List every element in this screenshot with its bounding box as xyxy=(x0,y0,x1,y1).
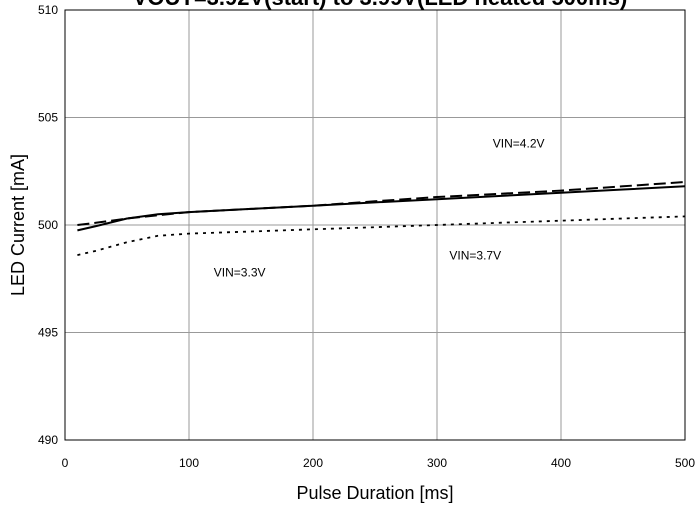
y-tick-label: 510 xyxy=(38,3,58,17)
y-tick-label: 500 xyxy=(38,218,58,232)
y-tick-label: 505 xyxy=(38,111,58,125)
series-line-solid xyxy=(77,185,686,232)
series-line-dotted xyxy=(77,215,686,256)
grid-lines xyxy=(65,10,685,440)
y-tick-label: 495 xyxy=(38,326,58,340)
x-tick-label: 400 xyxy=(551,456,571,470)
x-tick-label: 200 xyxy=(303,456,323,470)
y-axis-label: LED Current [mA] xyxy=(8,154,28,296)
series-annotation: VIN=4.2V xyxy=(493,137,545,151)
series-line-dashed xyxy=(77,181,686,226)
series-annotation: VIN=3.3V xyxy=(214,266,266,280)
x-tick-label: 300 xyxy=(427,456,447,470)
data-series xyxy=(77,181,686,256)
x-axis-label: Pulse Duration [ms] xyxy=(296,483,453,503)
y-tick-label: 490 xyxy=(38,433,58,447)
annotations: VIN=4.2V VIN=3.3V VIN=3.7V xyxy=(214,137,545,280)
x-tick-label: 500 xyxy=(675,456,695,470)
x-tick-label: 100 xyxy=(179,456,199,470)
chart-title: VOUT=3.92V(start) to 3.99V(LED heated 50… xyxy=(133,0,628,10)
x-tick-label: 0 xyxy=(62,456,69,470)
plot-frame xyxy=(64,9,686,441)
series-annotation: VIN=3.7V xyxy=(449,248,501,262)
tick-labels: 0 100 200 300 400 500 490 495 500 505 510 xyxy=(38,3,695,470)
